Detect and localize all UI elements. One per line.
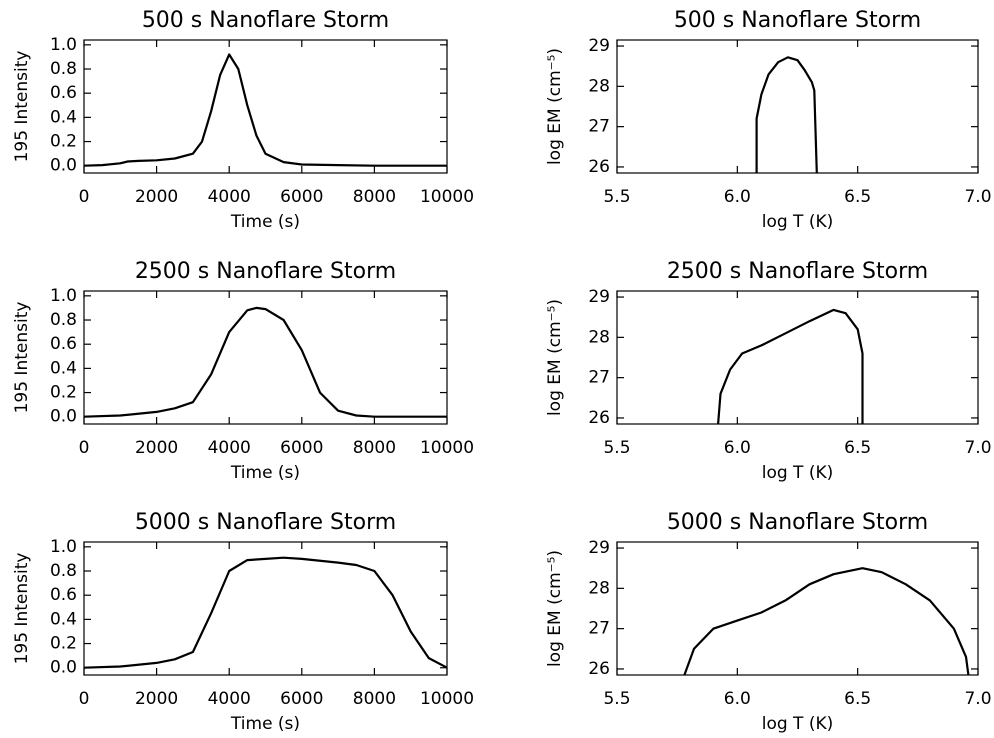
data-line — [683, 567, 970, 676]
y-tick-label: 0.6 — [50, 585, 77, 605]
plot-frame — [616, 290, 979, 425]
y-tick-label: 26 — [588, 659, 610, 679]
x-axis-label: Time (s) — [230, 463, 300, 483]
y-axis-label: log EM (cm⁻⁵) — [545, 550, 565, 667]
x-tick-label: 2000 — [135, 689, 178, 709]
x-axis-label: log T (K) — [762, 714, 834, 734]
y-tick-label: 29 — [588, 36, 610, 56]
x-axis-label: Time (s) — [230, 212, 300, 232]
y-axis-label: 195 Intensity — [12, 553, 32, 665]
y-tick-label: 27 — [588, 368, 610, 388]
x-tick-label: 0 — [79, 187, 90, 207]
y-tick-label: 1.0 — [50, 35, 77, 55]
x-tick-label: 6.5 — [844, 187, 871, 207]
y-tick-label: 0.0 — [50, 407, 77, 427]
y-axis-label: 195 Intensity — [12, 302, 32, 414]
x-tick-label: 6.0 — [724, 187, 751, 207]
plot-frame — [616, 39, 979, 174]
y-tick-label: 0.4 — [50, 358, 77, 378]
y-tick-label: 0.4 — [50, 107, 77, 127]
y-tick-label: 29 — [588, 287, 610, 307]
y-tick-label: 0.2 — [50, 132, 77, 152]
x-tick-label: 10000 — [420, 187, 474, 207]
y-tick-label: 28 — [588, 327, 610, 347]
x-tick-label: 7.0 — [964, 689, 991, 709]
x-tick-label: 2000 — [135, 438, 178, 458]
x-tick-label: 10000 — [420, 438, 474, 458]
y-tick-label: 29 — [588, 538, 610, 558]
y-tick-label: 0.8 — [50, 561, 77, 581]
x-tick-label: 4000 — [208, 689, 251, 709]
y-tick-label: 27 — [588, 117, 610, 137]
y-tick-label: 0.8 — [50, 310, 77, 330]
y-tick-label: 1.0 — [50, 286, 77, 306]
x-tick-label: 0 — [79, 689, 90, 709]
data-line — [755, 56, 818, 174]
y-axis-label: 195 Intensity — [12, 51, 32, 163]
x-tick-label: 4000 — [208, 187, 251, 207]
x-tick-label: 6.5 — [844, 438, 871, 458]
x-tick-label: 10000 — [420, 689, 474, 709]
x-tick-label: 4000 — [208, 438, 251, 458]
x-tick-label: 0 — [79, 438, 90, 458]
x-tick-label: 7.0 — [964, 187, 991, 207]
x-tick-label: 8000 — [353, 689, 396, 709]
y-tick-label: 26 — [588, 408, 610, 428]
y-tick-label: 27 — [588, 619, 610, 639]
data-line — [83, 556, 448, 669]
y-tick-label: 0.8 — [50, 59, 77, 79]
chart-title: 5000 s Nanoflare Storm — [667, 510, 928, 535]
x-tick-label: 6000 — [280, 187, 323, 207]
y-axis-label: log EM (cm⁻⁵) — [545, 48, 565, 165]
plot-frame — [83, 541, 448, 676]
x-tick-label: 6.5 — [844, 689, 871, 709]
y-tick-label: 28 — [588, 578, 610, 598]
chart-title: 5000 s Nanoflare Storm — [135, 510, 396, 535]
chart-title: 2500 s Nanoflare Storm — [667, 259, 928, 284]
y-tick-label: 0.6 — [50, 334, 77, 354]
y-tick-label: 26 — [588, 157, 610, 177]
x-tick-label: 8000 — [353, 187, 396, 207]
data-line — [83, 306, 447, 418]
x-tick-label: 6000 — [280, 689, 323, 709]
y-tick-label: 0.0 — [50, 658, 77, 678]
y-tick-label: 0.2 — [50, 383, 77, 403]
data-line — [717, 308, 864, 425]
y-tick-label: 1.0 — [50, 537, 77, 557]
chart-title: 2500 s Nanoflare Storm — [135, 259, 396, 284]
y-tick-label: 0.0 — [50, 156, 77, 176]
x-axis-label: Time (s) — [230, 714, 300, 734]
plot-frame — [83, 290, 448, 425]
x-tick-label: 6.0 — [724, 438, 751, 458]
x-tick-label: 6000 — [280, 438, 323, 458]
y-tick-label: 0.6 — [50, 83, 77, 103]
x-tick-label: 8000 — [353, 438, 396, 458]
y-tick-label: 0.2 — [50, 634, 77, 654]
x-tick-label: 5.5 — [603, 689, 630, 709]
plot-frame — [616, 541, 979, 676]
x-tick-label: 2000 — [135, 187, 178, 207]
chart-title: 500 s Nanoflare Storm — [142, 8, 389, 33]
y-axis-label: log EM (cm⁻⁵) — [545, 299, 565, 416]
data-line — [83, 53, 447, 167]
x-tick-label: 6.0 — [724, 689, 751, 709]
x-tick-label: 7.0 — [964, 438, 991, 458]
x-tick-label: 5.5 — [603, 438, 630, 458]
plot-frame — [83, 39, 448, 174]
x-axis-label: log T (K) — [762, 212, 834, 232]
x-axis-label: log T (K) — [762, 463, 834, 483]
y-tick-label: 28 — [588, 76, 610, 96]
y-tick-label: 0.4 — [50, 609, 77, 629]
chart-title: 500 s Nanoflare Storm — [674, 8, 921, 33]
x-tick-label: 5.5 — [603, 187, 630, 207]
